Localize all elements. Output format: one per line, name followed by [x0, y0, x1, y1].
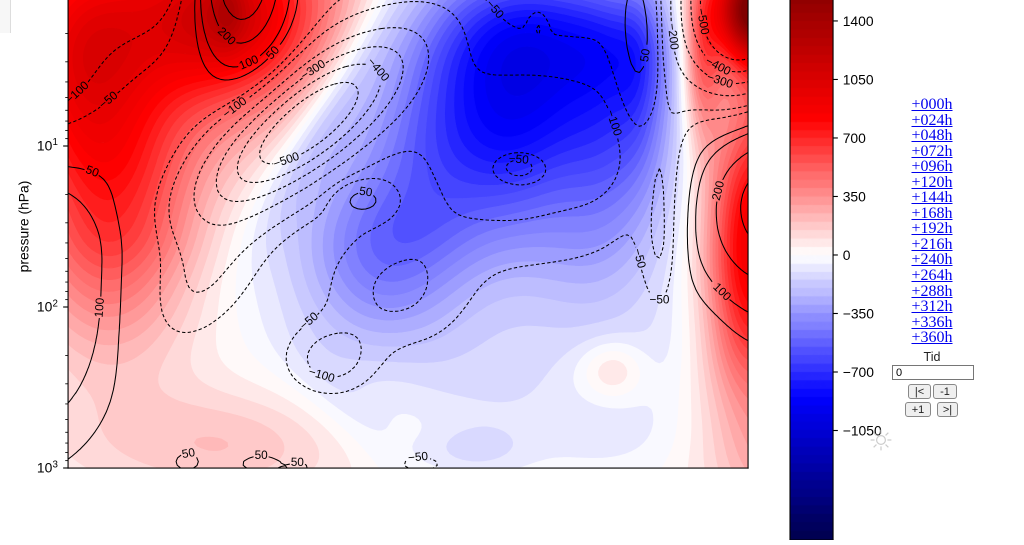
- svg-text:50: 50: [255, 448, 269, 462]
- svg-text:0: 0: [843, 247, 851, 263]
- svg-text:−50: −50: [631, 247, 650, 270]
- svg-text:50: 50: [637, 47, 653, 63]
- svg-text:−100: −100: [307, 364, 337, 385]
- svg-text:1 0 3: 1 0 3: [37, 452, 59, 477]
- svg-text:50: 50: [291, 455, 305, 469]
- svg-text:−50: −50: [508, 151, 530, 167]
- svg-text:−500: −500: [694, 7, 713, 36]
- svg-text:pressure (hPa): pressure (hPa): [15, 181, 31, 273]
- svg-text:1 0 1: 1 0 1: [37, 130, 59, 155]
- svg-text:50: 50: [358, 184, 373, 200]
- svg-text:1 0 2: 1 0 2: [37, 291, 59, 316]
- svg-text:700: 700: [843, 130, 866, 146]
- svg-text:1050: 1050: [843, 71, 874, 87]
- svg-text:200: 200: [709, 179, 727, 202]
- svg-text:−700: −700: [843, 364, 875, 380]
- svg-text:−200: −200: [665, 23, 682, 51]
- svg-text:−1050: −1050: [843, 423, 882, 439]
- svg-text:−350: −350: [843, 306, 875, 322]
- svg-text:50: 50: [84, 162, 102, 180]
- svg-text:350: 350: [843, 189, 866, 205]
- svg-text:50: 50: [181, 445, 197, 461]
- svg-text:1400: 1400: [843, 13, 874, 29]
- svg-text:100: 100: [92, 297, 107, 318]
- svg-text:−50: −50: [649, 292, 669, 306]
- svg-text:−50: −50: [407, 449, 429, 465]
